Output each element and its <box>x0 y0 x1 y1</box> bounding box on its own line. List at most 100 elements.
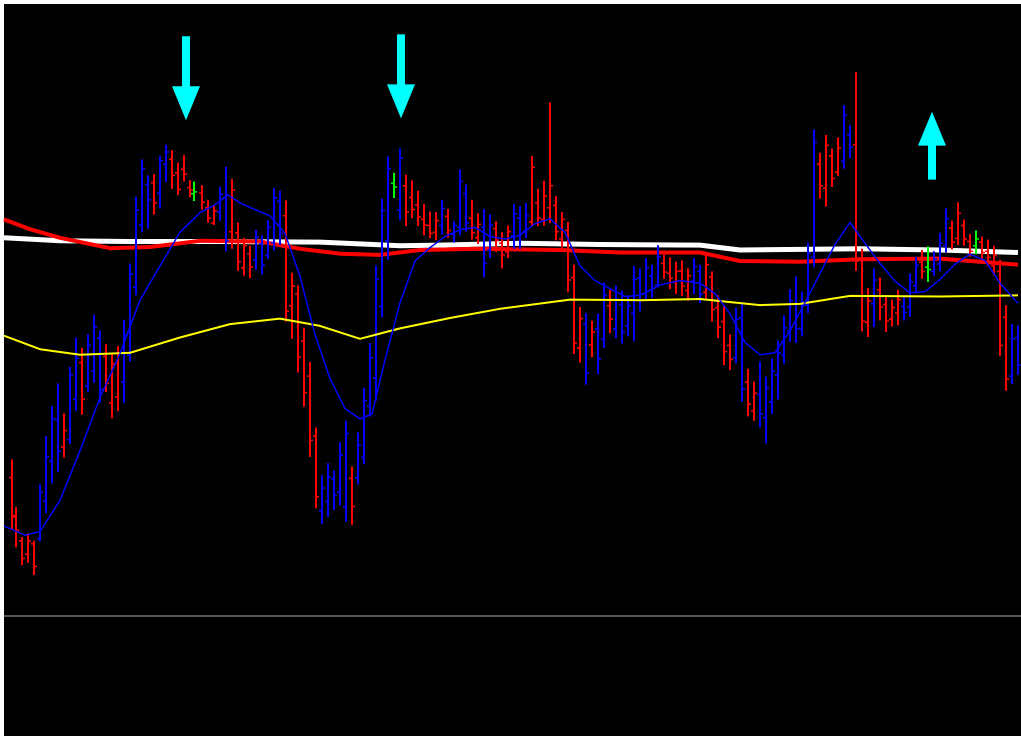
ohlc-bar <box>211 205 217 225</box>
ohlc-bar <box>247 245 253 279</box>
ohlc-bar <box>1009 324 1015 385</box>
ohlc-bar <box>715 295 721 339</box>
ohlc-bar <box>757 361 763 428</box>
ohlc-bar <box>199 185 205 210</box>
ohlc-bar <box>565 221 571 293</box>
ohlc-bar <box>307 362 313 457</box>
ohlc-bar <box>775 340 781 400</box>
ohlc-bar <box>535 188 541 227</box>
price-bars <box>9 71 1021 575</box>
ohlc-bar <box>343 420 349 522</box>
ohlc-bar <box>19 537 25 566</box>
ohlc-bar <box>589 321 595 358</box>
ohlc-bar <box>751 381 757 421</box>
ohlc-bar <box>829 148 835 187</box>
ohlc-bar <box>979 236 985 260</box>
ohlc-bar <box>49 406 55 484</box>
ohlc-bar <box>817 152 823 199</box>
ohlc-bar <box>385 156 391 260</box>
arrow-down-2-icon <box>387 34 415 119</box>
ohlc-bar <box>805 242 811 314</box>
ohlc-bar <box>367 343 373 417</box>
arrow-up-1-icon <box>918 111 946 180</box>
ohlc-bar <box>205 199 211 223</box>
ohlc-bar <box>661 254 667 279</box>
ohlc-bar <box>547 102 553 224</box>
ohlc-bar <box>295 285 301 373</box>
long-ma-line <box>3 294 1019 356</box>
ohlc-bar <box>871 268 877 328</box>
ohlc-bar <box>853 71 859 271</box>
ohlc-bar <box>265 220 271 260</box>
ohlc-bar <box>379 198 385 318</box>
ohlc-bar <box>91 314 97 383</box>
ohlc-bar <box>421 204 427 236</box>
ohlc-bar <box>745 368 751 417</box>
ohlc-bar <box>991 245 997 276</box>
ohlc-bar <box>931 251 937 276</box>
ohlc-bar <box>655 245 661 288</box>
ohlc-bar <box>919 250 925 279</box>
ohlc-bar <box>463 184 469 232</box>
ohlc-bar <box>529 155 535 227</box>
ohlc-bar <box>67 366 73 445</box>
ohlc-bar <box>319 475 325 525</box>
arrow-down-1-icon <box>172 36 200 121</box>
ohlc-bar <box>583 313 589 385</box>
ohlc-bar <box>613 285 619 339</box>
ohlc-bar <box>229 179 235 249</box>
ohlc-bar <box>553 196 559 241</box>
ohlc-bar <box>685 268 691 301</box>
ohlc-bar <box>127 263 133 362</box>
ohlc-bar <box>625 295 631 337</box>
ohlc-bar <box>9 459 15 531</box>
ohlc-bar <box>925 246 931 282</box>
ohlc-bar <box>739 304 745 402</box>
ohlc-bar <box>187 180 193 198</box>
ohlc-bar <box>361 387 367 465</box>
ohlc-bar <box>679 260 685 296</box>
ohlc-bar <box>289 272 295 339</box>
ohlc-bar <box>283 200 289 322</box>
ohlc-bar <box>355 432 361 485</box>
ohlc-bar <box>337 442 343 506</box>
ohlc-bar <box>691 257 697 295</box>
ohlc-bar <box>349 466 355 525</box>
ohlc-bar <box>427 211 433 239</box>
ohlc-bar <box>13 507 19 548</box>
ohlc-bar <box>601 282 607 348</box>
ohlc-bar <box>901 297 907 321</box>
ohlc-bar <box>595 313 601 375</box>
ohlc-bar <box>703 253 709 299</box>
ohlc-bar <box>445 209 451 238</box>
ohlc-bar <box>157 155 163 209</box>
signal-arrows <box>172 34 946 180</box>
ohlc-bar <box>511 204 517 249</box>
ohlc-bar <box>79 347 85 415</box>
ohlc-bar <box>607 289 613 334</box>
fast-ma-line <box>3 194 1019 536</box>
ohlc-bar <box>877 277 883 321</box>
ohlc-bar <box>631 265 637 342</box>
ohlc-bar <box>847 125 853 159</box>
ohlc-bar <box>259 235 265 275</box>
ohlc-bar <box>667 257 673 290</box>
ohlc-bar <box>883 295 889 333</box>
ohlc-bar <box>997 259 1003 356</box>
ohlc-bar <box>727 334 733 370</box>
ohlc-bar <box>415 190 421 227</box>
ohlc-bar <box>811 129 817 268</box>
ohlc-bar <box>439 199 445 235</box>
chart-background <box>4 4 1021 736</box>
ohlc-bar <box>175 162 181 195</box>
ohlc-bar <box>967 234 973 257</box>
ohlc-bar <box>217 186 223 221</box>
ohlc-bar <box>397 148 403 221</box>
ohlc-bar <box>1003 305 1009 391</box>
ohlc-bar <box>73 337 79 411</box>
ohlc-bar <box>835 137 841 176</box>
ohlc-bar <box>571 264 577 355</box>
ohlc-bar <box>145 175 151 229</box>
moving-average-layer-front <box>3 194 1019 536</box>
ohlc-bar <box>277 190 283 246</box>
